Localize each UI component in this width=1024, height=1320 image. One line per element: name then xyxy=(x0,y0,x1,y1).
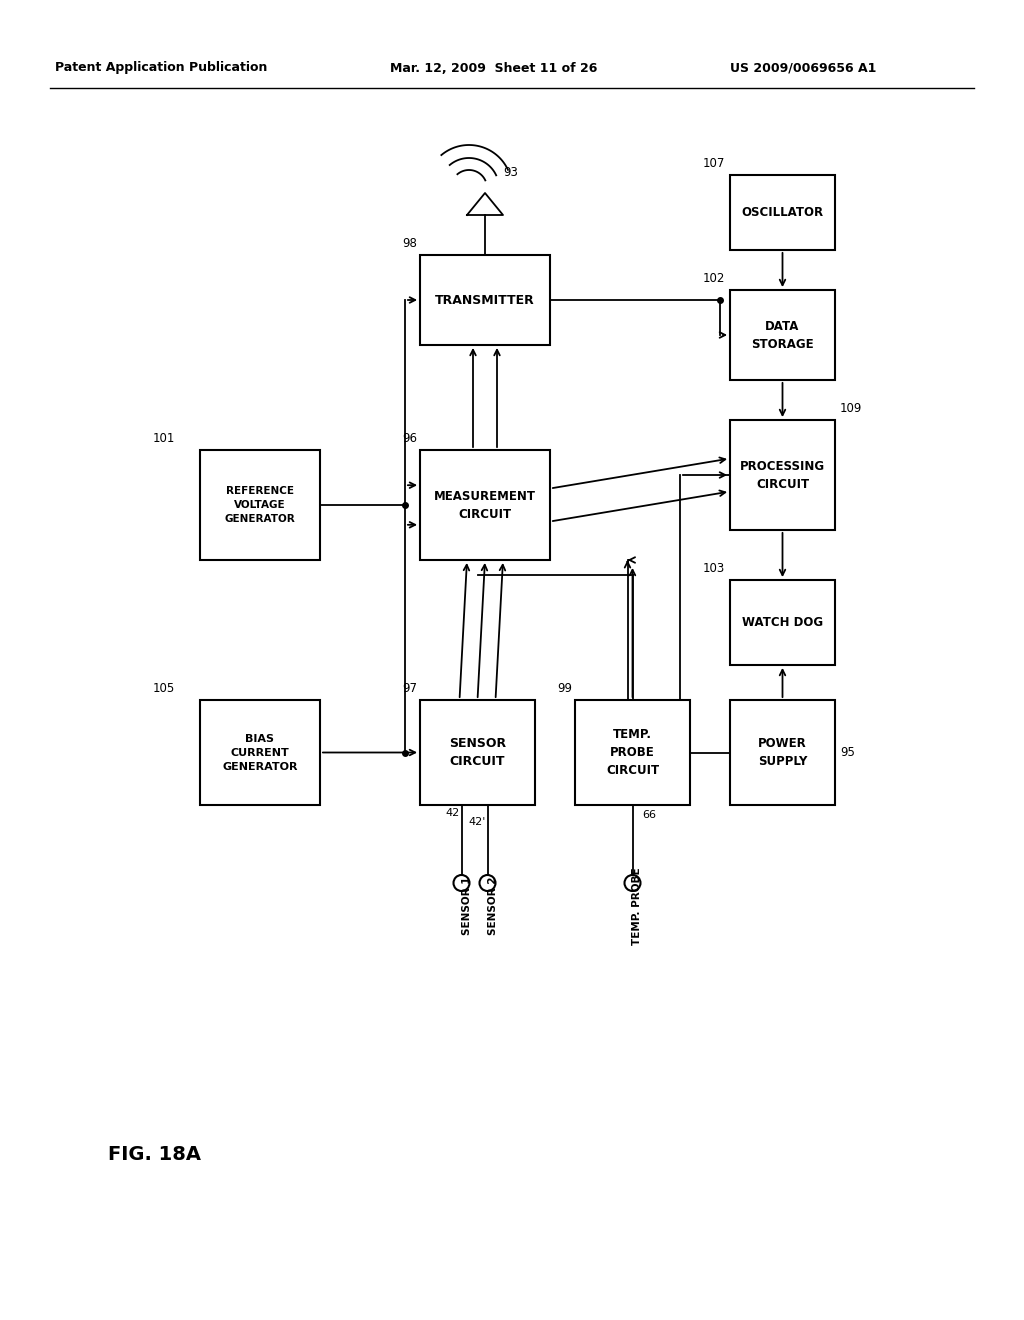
Text: TEMP. PROBE: TEMP. PROBE xyxy=(633,867,642,945)
Text: 102: 102 xyxy=(702,272,725,285)
Bar xyxy=(730,579,835,665)
Text: 105: 105 xyxy=(153,682,175,696)
Bar xyxy=(420,450,550,560)
Text: 103: 103 xyxy=(702,562,725,576)
Text: Mar. 12, 2009  Sheet 11 of 26: Mar. 12, 2009 Sheet 11 of 26 xyxy=(390,62,597,74)
Text: 98: 98 xyxy=(402,238,417,249)
Bar xyxy=(200,700,319,805)
Text: 95: 95 xyxy=(840,746,855,759)
Text: 109: 109 xyxy=(840,403,862,414)
Text: TRANSMITTER: TRANSMITTER xyxy=(435,293,535,306)
Text: PROCESSING
CIRCUIT: PROCESSING CIRCUIT xyxy=(740,459,825,491)
Bar xyxy=(730,176,835,249)
Text: BIAS
CURRENT
GENERATOR: BIAS CURRENT GENERATOR xyxy=(222,734,298,771)
Circle shape xyxy=(625,875,640,891)
Text: 96: 96 xyxy=(402,432,417,445)
Text: 97: 97 xyxy=(402,682,417,696)
Text: REFERENCE
VOLTAGE
GENERATOR: REFERENCE VOLTAGE GENERATOR xyxy=(224,486,295,524)
Text: Patent Application Publication: Patent Application Publication xyxy=(55,62,267,74)
Text: 66: 66 xyxy=(642,810,656,820)
Text: SENSOR 1: SENSOR 1 xyxy=(462,876,471,936)
Bar xyxy=(420,700,535,805)
Bar xyxy=(730,290,835,380)
Text: 93: 93 xyxy=(503,166,518,180)
Text: FIG. 18A: FIG. 18A xyxy=(109,1146,202,1164)
Text: WATCH DOG: WATCH DOG xyxy=(742,616,823,630)
Text: DATA
STORAGE: DATA STORAGE xyxy=(752,319,814,351)
Text: 42: 42 xyxy=(445,808,460,818)
Text: US 2009/0069656 A1: US 2009/0069656 A1 xyxy=(730,62,877,74)
Text: POWER
SUPPLY: POWER SUPPLY xyxy=(758,737,807,768)
Text: MEASUREMENT
CIRCUIT: MEASUREMENT CIRCUIT xyxy=(434,490,536,520)
Text: SENSOR 2: SENSOR 2 xyxy=(487,876,498,936)
Bar xyxy=(200,450,319,560)
Bar xyxy=(730,420,835,531)
Text: TEMP.
PROBE
CIRCUIT: TEMP. PROBE CIRCUIT xyxy=(606,729,659,777)
Text: OSCILLATOR: OSCILLATOR xyxy=(741,206,823,219)
Circle shape xyxy=(479,875,496,891)
Text: 42': 42' xyxy=(468,817,485,828)
Text: 99: 99 xyxy=(557,682,572,696)
Text: 107: 107 xyxy=(702,157,725,170)
Text: 101: 101 xyxy=(153,432,175,445)
Text: SENSOR
CIRCUIT: SENSOR CIRCUIT xyxy=(449,737,506,768)
Circle shape xyxy=(454,875,469,891)
Bar xyxy=(575,700,690,805)
Bar xyxy=(420,255,550,345)
Bar xyxy=(730,700,835,805)
